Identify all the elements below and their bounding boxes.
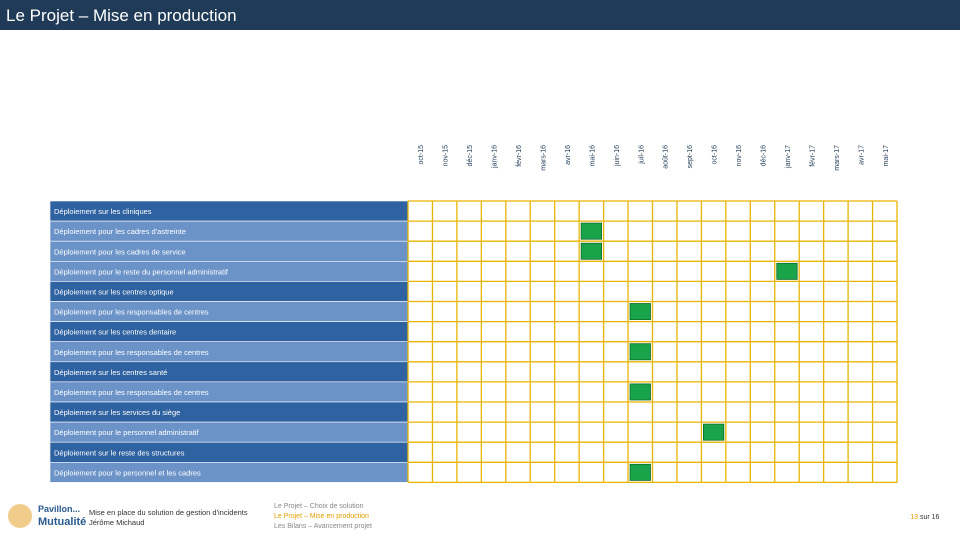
row-label: Déploiement pour les responsables de cen… — [54, 308, 209, 317]
milestone — [629, 303, 651, 321]
month-label: nov-15 — [443, 145, 450, 167]
row-label: Déploiement sur les centres santé — [54, 368, 167, 377]
row-label: Déploiement sur les centres dentaire — [54, 328, 176, 337]
page-current: 13 — [910, 514, 918, 521]
row-label: Déploiement pour les responsables de cen… — [54, 348, 209, 357]
page-label: sur 16 — [920, 514, 940, 521]
row-label: Déploiement pour le reste du personnel a… — [54, 267, 229, 276]
month-label: nov-16 — [736, 145, 743, 167]
subject: Mise en place du solution de gestion d'i… — [89, 508, 248, 517]
logo-icon — [8, 504, 32, 528]
month-label: févr-17 — [809, 145, 816, 167]
nav-item[interactable]: Le Projet – Mise en production — [274, 513, 369, 520]
month-label: juin-16 — [614, 145, 621, 167]
row-label: Déploiement sur le reste des structures — [54, 448, 185, 457]
month-label: déc-16 — [761, 145, 768, 167]
month-label: janv-17 — [785, 145, 792, 169]
header-bar — [0, 0, 960, 30]
month-label: janv-16 — [492, 145, 499, 169]
month-label: sept-16 — [687, 145, 694, 168]
month-label: mars-17 — [834, 145, 841, 171]
month-label: févr-16 — [516, 145, 523, 167]
row-label: Déploiement pour le personnel et les cad… — [54, 468, 201, 477]
row-label: Déploiement pour les cadres d'astreinte — [54, 227, 186, 236]
row-label: Déploiement sur les services du siège — [54, 408, 180, 417]
row-label: Déploiement pour le personnel administra… — [54, 428, 200, 437]
logo-top: Pavillon... — [38, 504, 80, 514]
month-label: avr-16 — [565, 145, 572, 165]
nav-item[interactable]: Le Projet – Choix de solution — [274, 503, 364, 510]
logo-main: Mutualité — [38, 516, 86, 528]
month-label: avr-17 — [858, 145, 865, 165]
milestone — [776, 262, 798, 280]
milestone — [629, 343, 651, 361]
milestone — [629, 383, 651, 401]
row-label: Déploiement sur les centres optique — [54, 287, 174, 296]
milestone — [580, 222, 603, 240]
month-label: oct-15 — [418, 145, 425, 165]
month-label: août-16 — [663, 145, 670, 169]
month-label: déc-15 — [467, 145, 474, 167]
row-label: Déploiement sur les cliniques — [54, 207, 152, 216]
month-label: oct-16 — [712, 145, 719, 165]
month-label: mai-17 — [883, 145, 890, 167]
milestone — [629, 463, 651, 481]
month-label: mai-16 — [589, 145, 596, 167]
author: Jérôme Michaud — [89, 518, 144, 527]
slide-title: Le Projet – Mise en production — [6, 6, 237, 25]
month-label: mars-16 — [540, 145, 547, 171]
row-label: Déploiement pour les responsables de cen… — [54, 388, 209, 397]
nav-item[interactable]: Les Bilans – Avancement projet — [274, 523, 372, 530]
milestone — [580, 242, 603, 260]
milestone — [703, 423, 725, 441]
row-label: Déploiement pour les cadres de service — [54, 247, 186, 256]
month-label: juil-16 — [638, 145, 645, 165]
